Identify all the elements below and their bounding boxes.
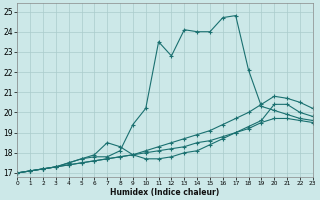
X-axis label: Humidex (Indice chaleur): Humidex (Indice chaleur) xyxy=(110,188,220,197)
